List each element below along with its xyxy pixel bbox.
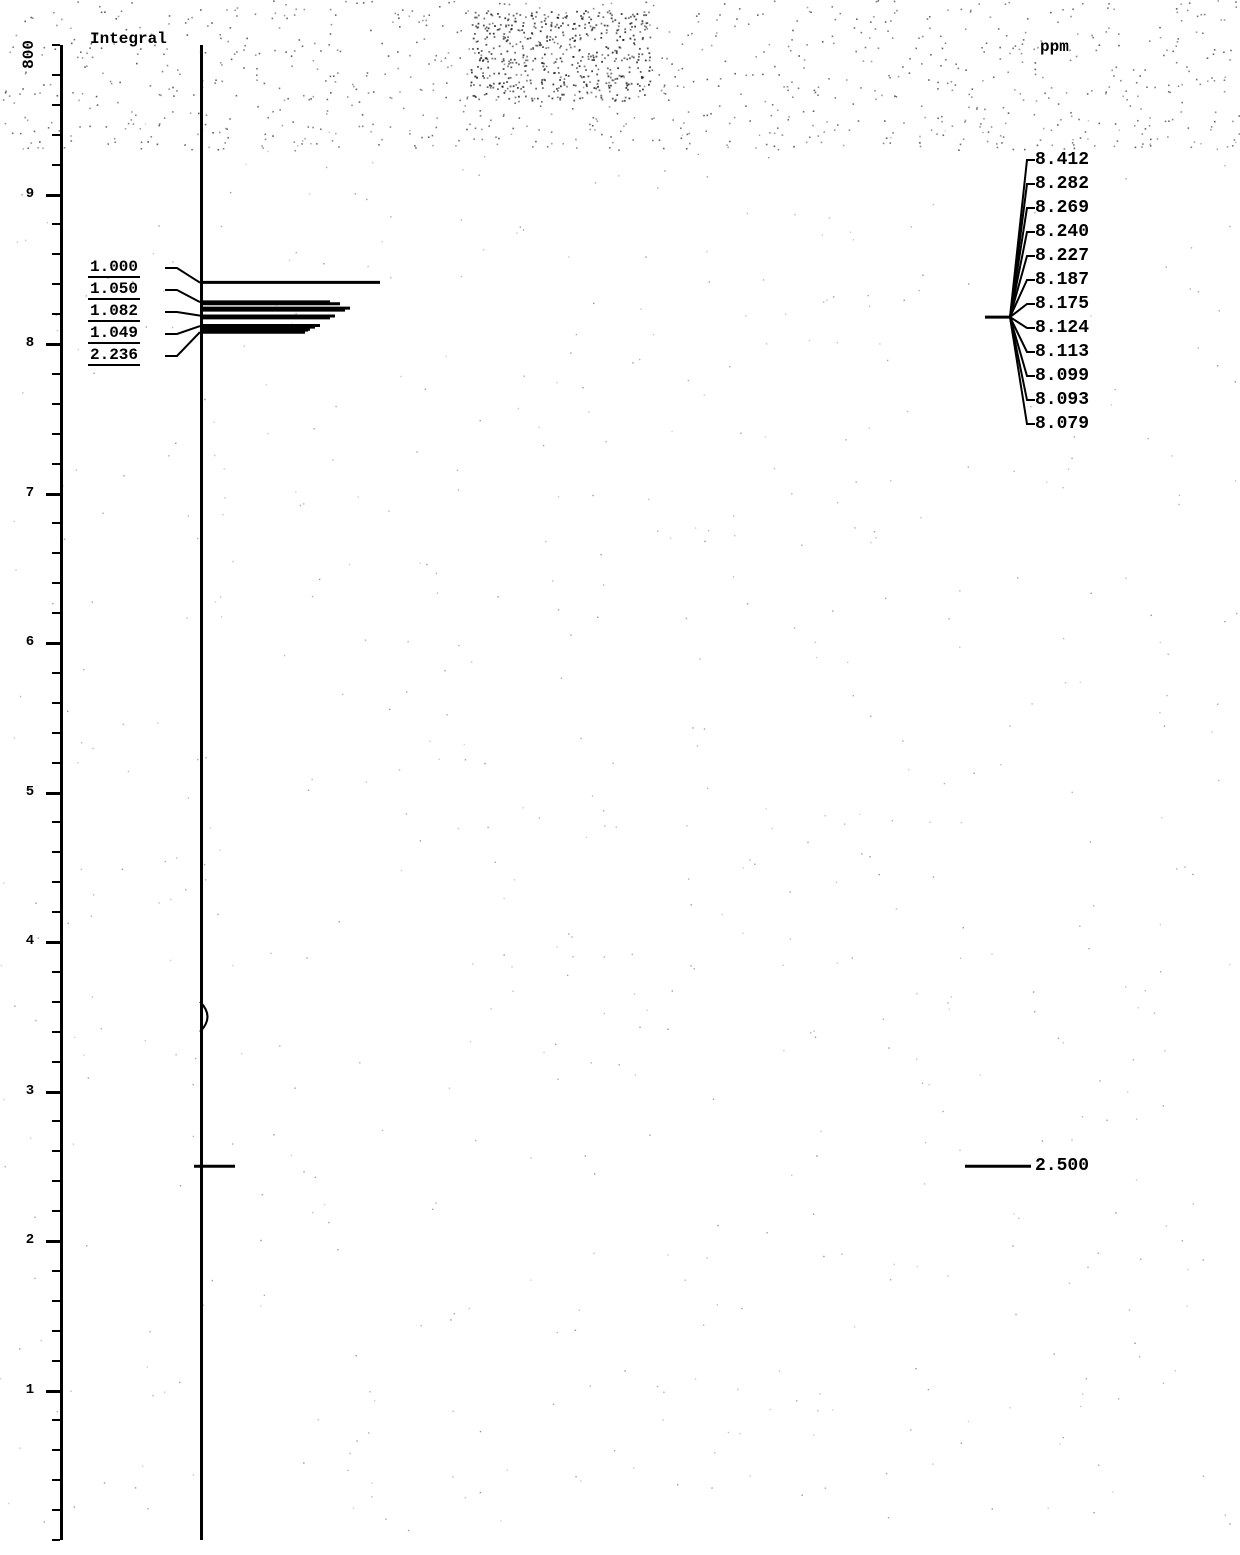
integral-connectors	[165, 268, 200, 356]
spectrum-peaks	[194, 282, 380, 1166]
noise-speckle	[0, 0, 1240, 1531]
overlay-svg	[0, 0, 1240, 1555]
peak-connectors	[985, 160, 1035, 424]
nmr-plot: 800 Integral ppm 1.0001.0501.0821.0492.2…	[0, 0, 1240, 1555]
